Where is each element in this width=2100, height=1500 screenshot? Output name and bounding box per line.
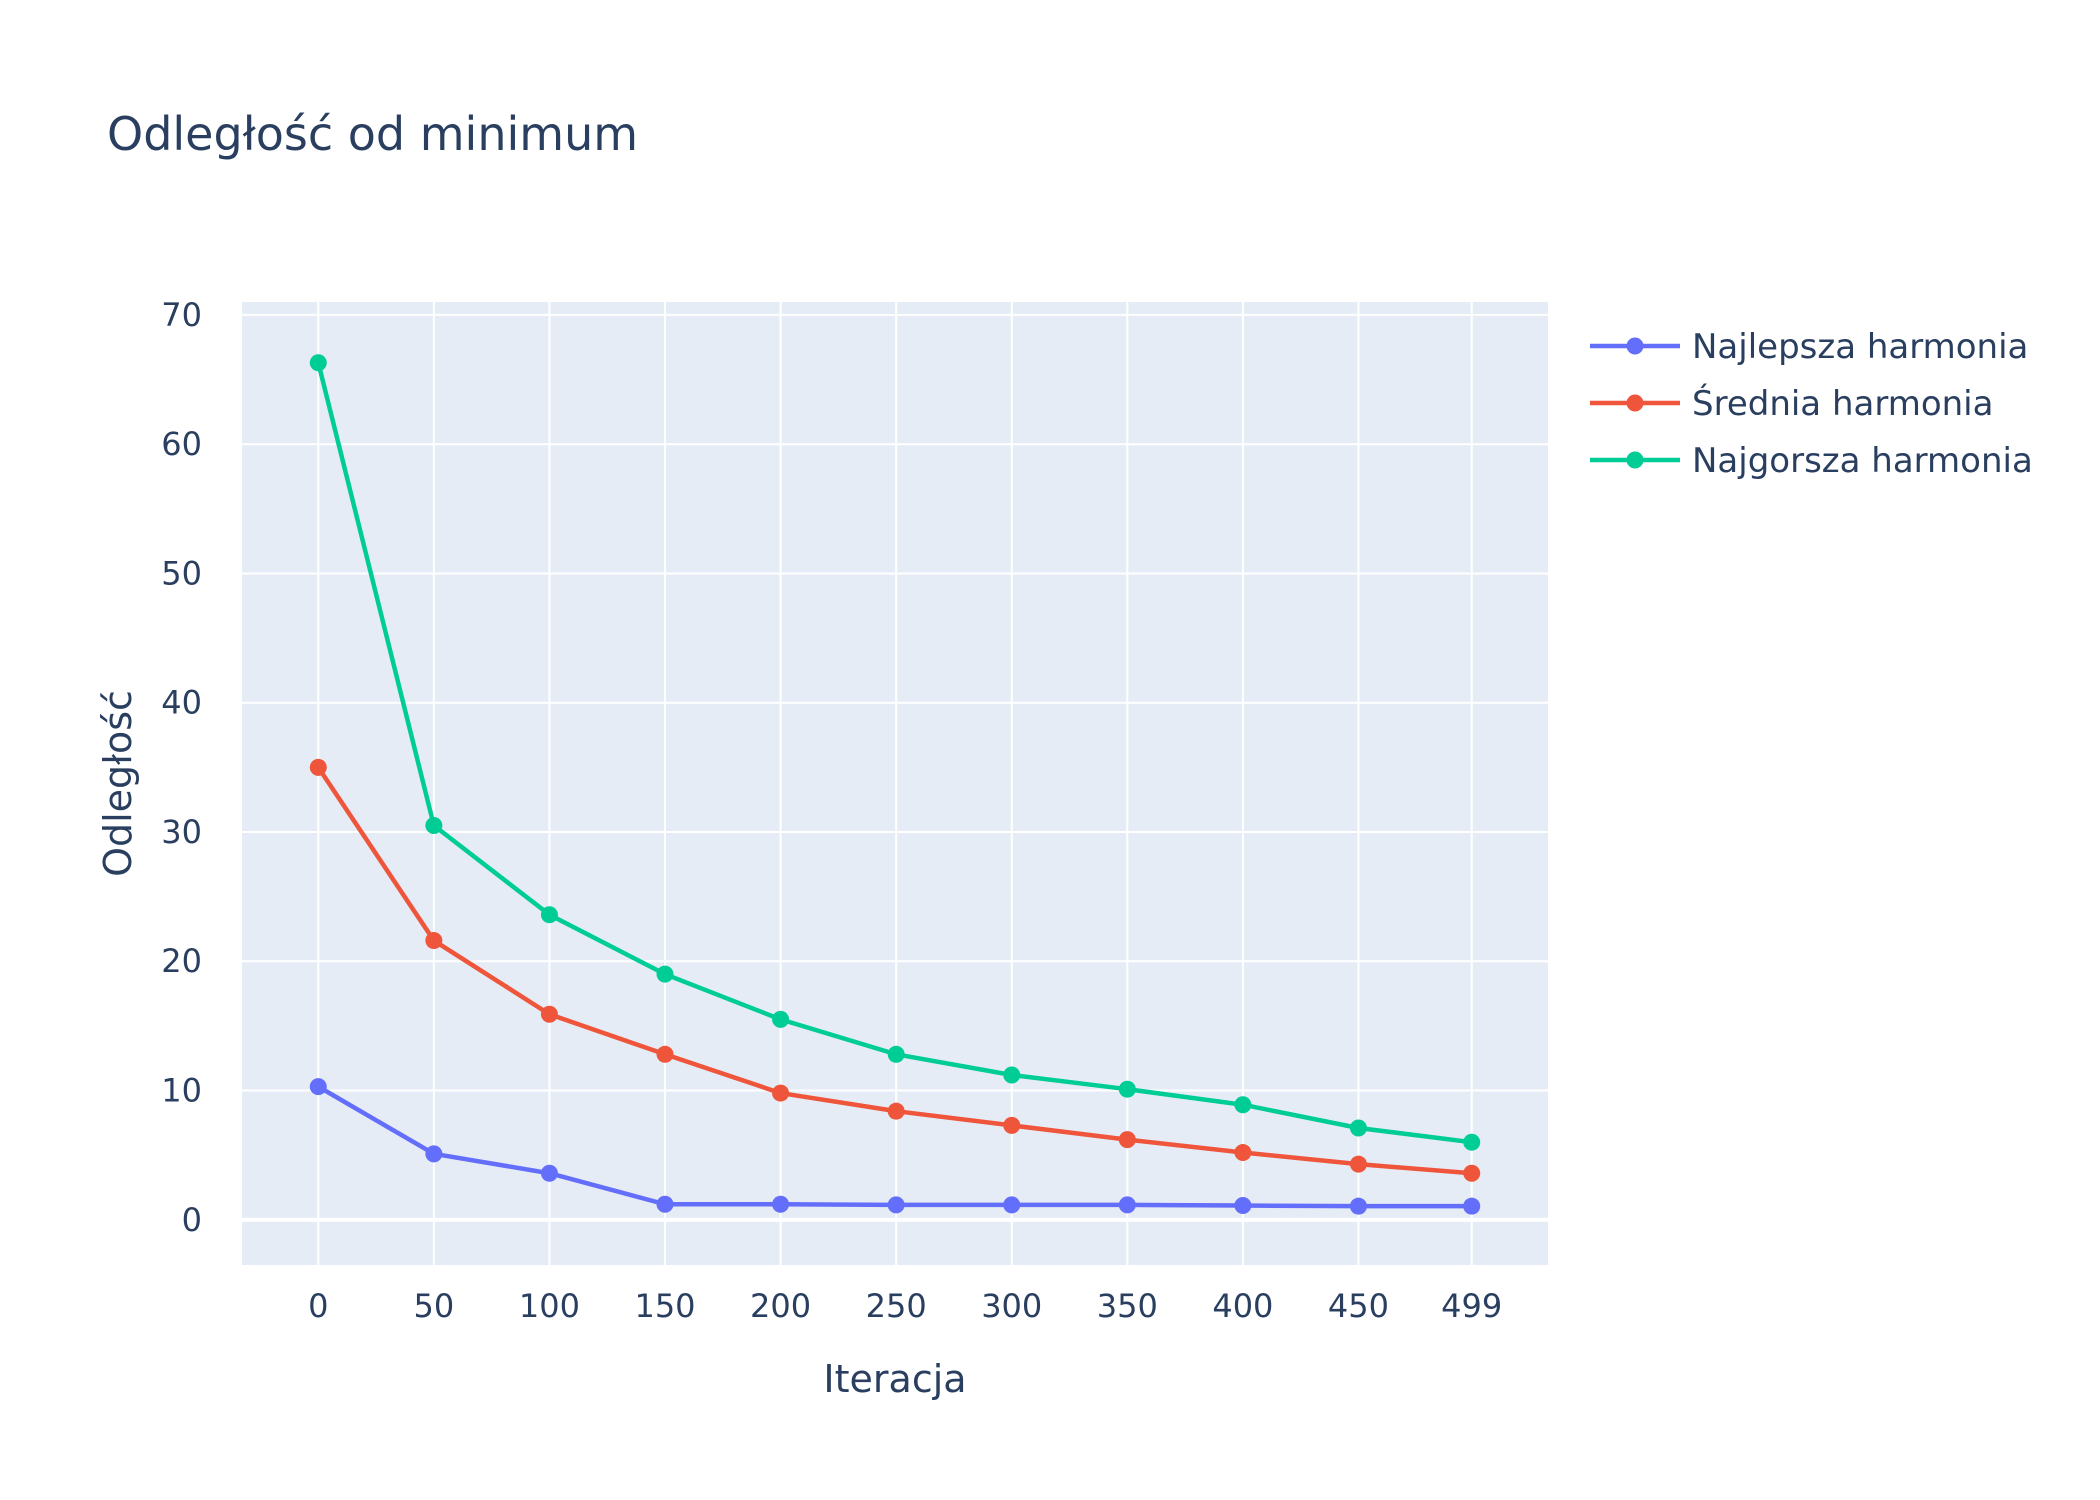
data-point [656, 965, 674, 983]
plot-area [242, 302, 1548, 1265]
y-tick-label: 70 [161, 296, 202, 334]
tick-labels: 0 50 100 150 200 250 300 350 400 450 499 0 10 20 30 40 5… [161, 296, 1502, 1325]
data-point [309, 758, 327, 776]
data-point [309, 1078, 327, 1096]
y-tick-label: 60 [161, 425, 202, 463]
x-axis-title: Iteracja [823, 1357, 966, 1401]
x-tick-label: 0 [308, 1287, 328, 1325]
data-point [1349, 1197, 1367, 1215]
data-point [540, 1005, 558, 1023]
data-point [1003, 1196, 1021, 1214]
data-point [1118, 1196, 1136, 1214]
y-tick-label: 0 [182, 1201, 202, 1239]
data-point [309, 354, 327, 372]
legend-label: Najgorsza harmonia [1692, 441, 2033, 481]
data-point [887, 1102, 905, 1120]
data-point [1003, 1066, 1021, 1084]
x-tick-label: 300 [981, 1287, 1042, 1325]
data-point [1463, 1133, 1481, 1151]
x-tick-label: 150 [634, 1287, 695, 1325]
data-point [887, 1045, 905, 1063]
x-tick-label: 350 [1097, 1287, 1158, 1325]
data-point [1234, 1197, 1252, 1215]
y-axis-title: Odległość [96, 690, 140, 877]
series-layer [309, 354, 1481, 1215]
data-point [1349, 1119, 1367, 1137]
x-tick-label: 400 [1212, 1287, 1273, 1325]
y-tick-label: 10 [161, 1071, 202, 1109]
series-group [309, 758, 1481, 1182]
x-tick-label: 450 [1328, 1287, 1389, 1325]
data-point [1003, 1116, 1021, 1134]
data-point [1118, 1080, 1136, 1098]
data-point [425, 817, 443, 835]
y-tick-label: 30 [161, 813, 202, 851]
data-point [1349, 1155, 1367, 1173]
legend-item[interactable]: Średnia harmonia [1590, 383, 1993, 424]
data-point [1118, 1131, 1136, 1149]
series-group [309, 354, 1481, 1151]
chart-title: Odległość od minimum [107, 107, 638, 161]
data-point [887, 1196, 905, 1214]
data-point [1463, 1197, 1481, 1215]
data-point [772, 1010, 790, 1028]
legend[interactable]: Najlepsza harmonia Średnia harmonia Najgor… [1590, 327, 2033, 481]
legend-label: Najlepsza harmonia [1692, 327, 2028, 367]
data-point [540, 1164, 558, 1182]
data-point [656, 1195, 674, 1213]
data-point [540, 906, 558, 924]
x-tick-label: 499 [1441, 1287, 1502, 1325]
legend-label: Średnia harmonia [1692, 383, 1993, 424]
data-point [425, 1145, 443, 1163]
data-point [1463, 1164, 1481, 1182]
data-point [425, 932, 443, 950]
y-tick-label: 50 [161, 554, 202, 592]
series-group [309, 1078, 1481, 1215]
x-tick-label: 50 [413, 1287, 454, 1325]
x-tick-label: 250 [866, 1287, 927, 1325]
y-tick-label: 40 [161, 684, 202, 722]
legend-swatch-marker [1626, 451, 1644, 469]
grid-lines [242, 302, 1548, 1265]
x-tick-label: 200 [750, 1287, 811, 1325]
y-tick-label: 20 [161, 942, 202, 980]
data-point [1234, 1144, 1252, 1162]
legend-item[interactable]: Najlepsza harmonia [1590, 327, 2028, 367]
legend-swatch-marker [1626, 394, 1644, 412]
x-tick-label: 100 [519, 1287, 580, 1325]
data-point [772, 1195, 790, 1213]
data-point [656, 1045, 674, 1063]
legend-item[interactable]: Najgorsza harmonia [1590, 441, 2033, 481]
data-point [772, 1084, 790, 1102]
legend-swatch-marker [1626, 337, 1644, 355]
data-point [1234, 1096, 1252, 1114]
